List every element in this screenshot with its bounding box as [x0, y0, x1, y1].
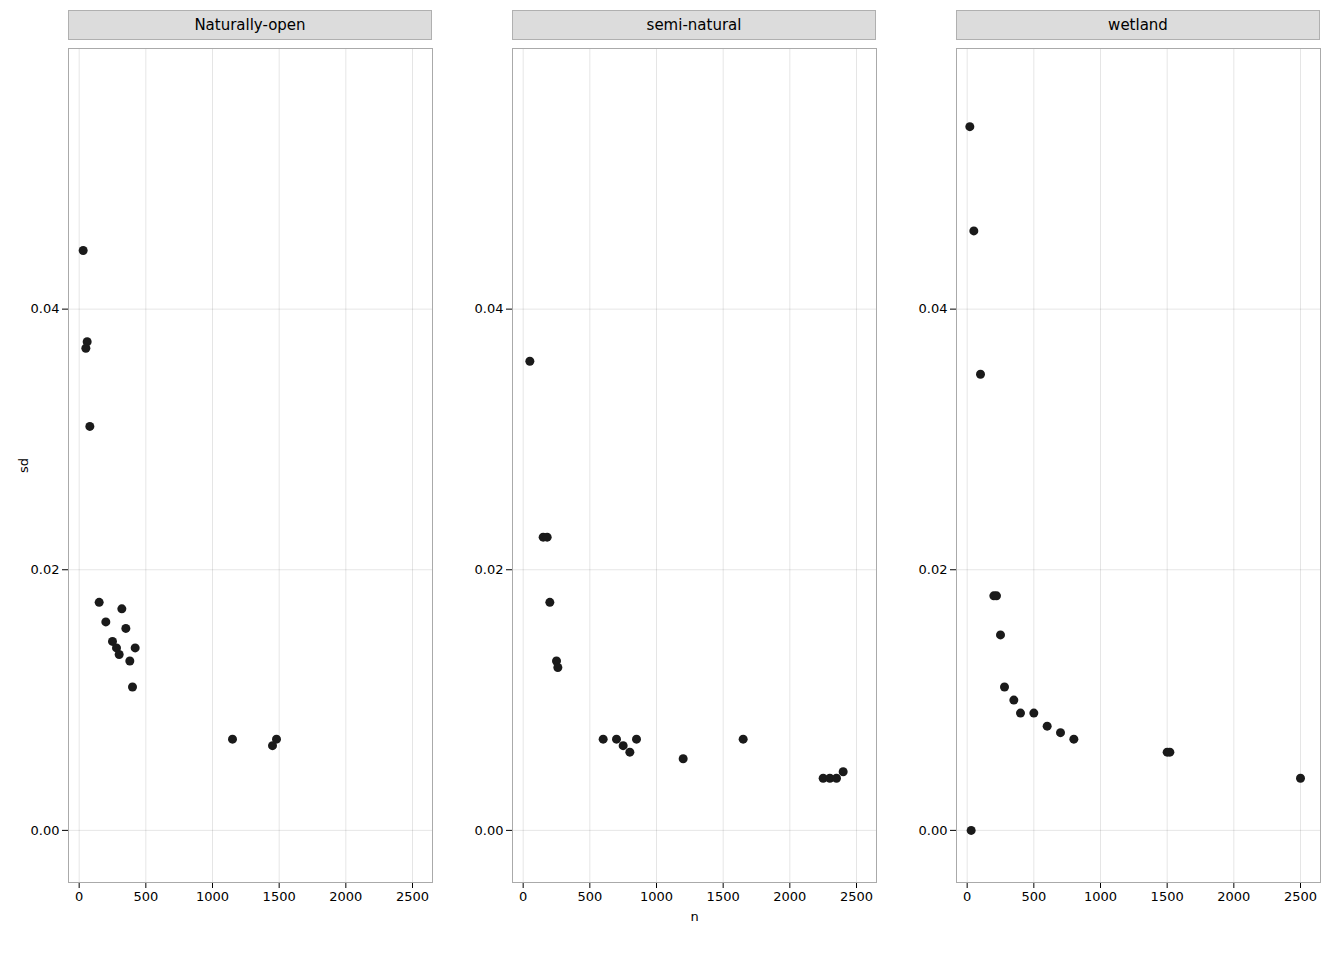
svg-text:0.04: 0.04: [475, 301, 504, 316]
svg-text:0.00: 0.00: [475, 823, 504, 838]
svg-text:0.04: 0.04: [31, 301, 60, 316]
svg-text:0.00: 0.00: [31, 823, 60, 838]
svg-text:1500: 1500: [707, 889, 740, 904]
svg-text:0: 0: [75, 889, 83, 904]
svg-text:2500: 2500: [840, 889, 873, 904]
svg-text:2000: 2000: [329, 889, 362, 904]
svg-text:2500: 2500: [396, 889, 429, 904]
svg-text:1000: 1000: [640, 889, 673, 904]
svg-text:0.00: 0.00: [919, 823, 948, 838]
svg-text:0: 0: [963, 889, 971, 904]
svg-text:0: 0: [519, 889, 527, 904]
svg-text:500: 500: [1021, 889, 1046, 904]
html-text:Naturally-open: Naturally-open: [194, 16, 306, 34]
svg-text:1500: 1500: [263, 889, 296, 904]
svg-text:2000: 2000: [1217, 889, 1250, 904]
svg-text:n: n: [690, 909, 698, 924]
svg-text:1500: 1500: [1151, 889, 1184, 904]
svg-text:500: 500: [133, 889, 158, 904]
svg-text:0.02: 0.02: [475, 562, 504, 577]
svg-text:1000: 1000: [196, 889, 229, 904]
svg-text:0.04: 0.04: [919, 301, 948, 316]
svg-text:0.02: 0.02: [919, 562, 948, 577]
svg-text:2500: 2500: [1284, 889, 1317, 904]
html-text:wetland: wetland: [1108, 16, 1168, 34]
svg-text:2000: 2000: [773, 889, 806, 904]
svg-text:500: 500: [577, 889, 602, 904]
html-text:semi-natural: semi-natural: [646, 16, 742, 34]
svg-text:1000: 1000: [1084, 889, 1117, 904]
svg-text:sd: sd: [16, 458, 31, 473]
svg-text:0.02: 0.02: [31, 562, 60, 577]
